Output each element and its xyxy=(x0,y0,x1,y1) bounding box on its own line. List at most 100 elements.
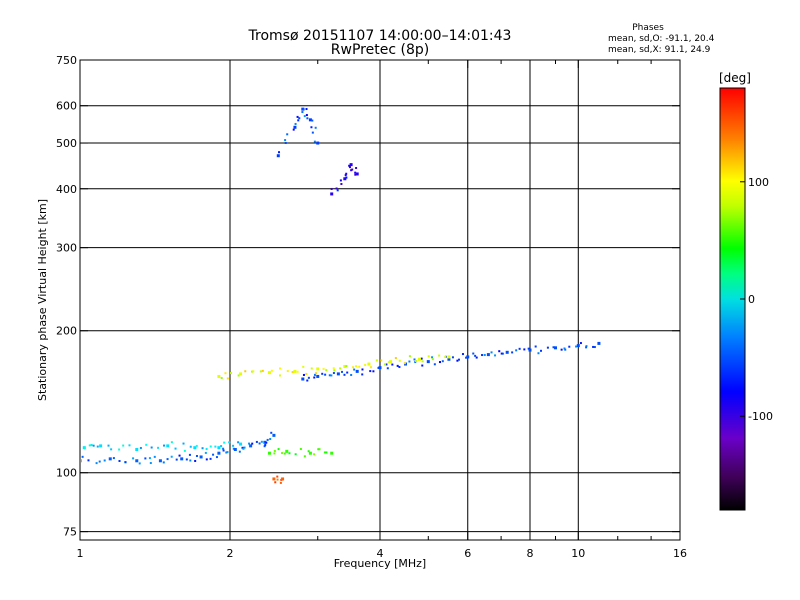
data-point xyxy=(486,353,490,357)
data-point xyxy=(166,444,170,448)
data-point xyxy=(498,350,501,353)
data-point xyxy=(279,481,282,484)
data-point xyxy=(414,361,417,364)
data-point xyxy=(585,346,588,349)
data-point xyxy=(205,458,208,461)
data-point xyxy=(305,114,308,117)
data-point xyxy=(564,348,567,351)
data-point xyxy=(358,365,361,368)
data-point xyxy=(466,355,470,359)
x-axis-ticks: 1 2 4 6 8 10 16 xyxy=(77,60,687,560)
data-point xyxy=(475,356,478,359)
data-point xyxy=(317,448,320,451)
data-point xyxy=(345,176,348,179)
data-point xyxy=(209,445,212,448)
data-point xyxy=(351,168,354,171)
data-point xyxy=(284,141,287,144)
data-point xyxy=(474,354,477,357)
data-point xyxy=(307,450,310,453)
data-point xyxy=(444,355,447,358)
data-point xyxy=(408,355,411,358)
data-point xyxy=(170,441,173,444)
data-point xyxy=(144,457,147,460)
data-point xyxy=(81,459,82,463)
chart-subtitle: RwPretec (8p) xyxy=(331,42,429,58)
y-tick-label: 750 xyxy=(56,54,77,67)
data-point xyxy=(220,445,223,448)
data-point xyxy=(232,444,235,447)
y-tick-label: 400 xyxy=(56,183,77,196)
y-tick-label: 100 xyxy=(56,467,77,480)
data-point xyxy=(313,140,316,143)
data-point xyxy=(98,460,101,463)
data-point xyxy=(296,115,299,118)
data-point xyxy=(301,377,305,381)
data-point xyxy=(336,372,340,376)
x-tick-label: 4 xyxy=(377,547,384,560)
data-point xyxy=(162,461,165,464)
data-point xyxy=(225,451,228,454)
phase-info-x-line: mean, sd,X: 91.1, 24.9 xyxy=(608,45,711,55)
data-point xyxy=(315,372,318,375)
data-point xyxy=(92,444,95,447)
data-point xyxy=(456,359,459,362)
data-point xyxy=(333,369,336,372)
data-point xyxy=(95,462,98,465)
colorbar-tick-label: 0 xyxy=(748,293,755,306)
data-point xyxy=(361,373,364,376)
data-point xyxy=(294,122,297,125)
data-point xyxy=(232,447,235,450)
data-point xyxy=(261,369,264,372)
data-point xyxy=(344,174,347,177)
data-point xyxy=(103,459,106,462)
data-point xyxy=(369,366,372,369)
data-point xyxy=(420,357,423,360)
data-point xyxy=(286,133,289,136)
data-point xyxy=(502,352,505,355)
data-point xyxy=(447,355,451,359)
data-point xyxy=(415,360,418,363)
data-point xyxy=(237,374,240,377)
data-point xyxy=(249,444,253,448)
data-point xyxy=(307,376,310,379)
data-point xyxy=(209,457,212,460)
data-point xyxy=(212,453,215,456)
data-point xyxy=(260,440,263,443)
data-point xyxy=(226,451,229,454)
data-point xyxy=(265,441,268,444)
colorbar-ticks: 100 0 -100 xyxy=(740,176,773,423)
data-point xyxy=(170,455,173,458)
data-point xyxy=(353,368,356,371)
data-point xyxy=(153,455,156,458)
phase-info-o-line: mean, sd,O: -91.1, 20.4 xyxy=(608,34,715,44)
data-point xyxy=(515,349,518,352)
data-point xyxy=(303,455,306,458)
data-point xyxy=(375,359,378,362)
data-point xyxy=(263,445,266,448)
y-tick-label: 75 xyxy=(63,526,77,539)
data-point xyxy=(158,459,162,463)
data-point xyxy=(398,359,401,362)
phase-info: Phases mean, sd,O: -91.1, 20.4 mean, sd,… xyxy=(608,23,715,55)
data-point xyxy=(255,440,258,443)
y-tick-label: 500 xyxy=(56,137,77,150)
data-point xyxy=(328,374,331,377)
data-point xyxy=(325,451,328,454)
data-point xyxy=(377,366,380,369)
data-point xyxy=(330,374,333,377)
data-point xyxy=(204,451,207,454)
data-point xyxy=(394,357,397,360)
x-tick-label: 2 xyxy=(227,547,234,560)
data-point xyxy=(244,370,247,373)
data-point xyxy=(251,442,254,445)
data-point xyxy=(267,451,271,455)
data-point xyxy=(378,366,382,370)
data-point xyxy=(222,449,225,452)
data-point xyxy=(421,364,424,367)
data-point xyxy=(302,365,305,368)
data-point xyxy=(336,189,339,192)
data-point xyxy=(281,452,284,455)
x-axis-label: Frequency [MHz] xyxy=(334,557,426,570)
data-point xyxy=(223,441,226,444)
data-point xyxy=(205,448,208,451)
